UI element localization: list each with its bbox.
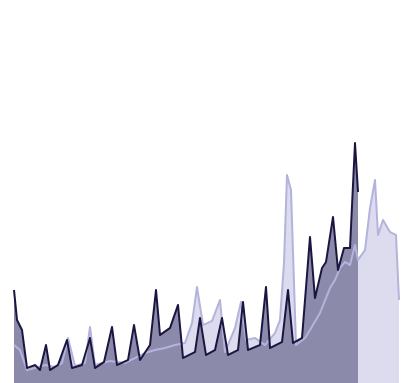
area-line — [13, 142, 359, 371]
area-fill — [14, 175, 399, 383]
area-line — [13, 174, 400, 371]
area-fill — [14, 143, 358, 383]
